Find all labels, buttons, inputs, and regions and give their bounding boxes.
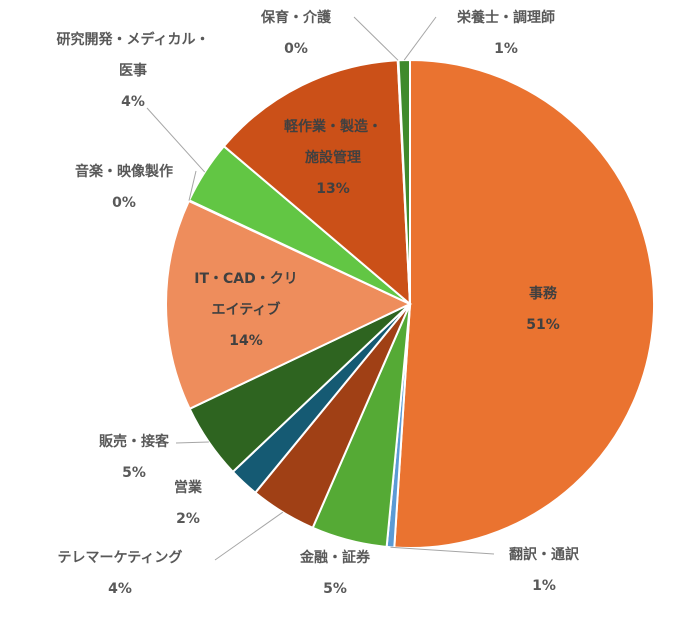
leader-lines [146, 16, 495, 561]
data-label-line: 営業 [174, 479, 203, 496]
data-label-line: 5% [323, 581, 347, 597]
data-label: テレマーケティング 4% [58, 549, 183, 597]
data-label: 栄養士・調理師 1% [456, 9, 555, 57]
leader-line [175, 441, 209, 444]
data-label-line: 金融・証券 [299, 549, 371, 566]
data-label: 保育・介護 0% [260, 9, 332, 57]
data-label-line: 翻訳・通訳 [509, 546, 580, 563]
data-label-line: 販売・接客 [99, 433, 170, 450]
pie-slice [222, 59, 412, 307]
data-label: 音楽・映像製作 0% [75, 163, 173, 211]
leader-line [390, 546, 495, 555]
data-label-line: 事務 [529, 285, 558, 302]
data-label: 翻訳・通訳 1% [509, 546, 580, 594]
pie-slice [393, 58, 656, 549]
data-label-line: 医事 [119, 62, 147, 79]
data-label-line: テレマーケティング [58, 549, 183, 566]
data-label: 販売・接客 5% [99, 433, 170, 481]
data-label-line: 0% [112, 195, 136, 211]
data-label-line: 保育・介護 [260, 9, 332, 26]
data-label: 研究開発・メディカル・医事 4% [56, 31, 209, 110]
leader-line [188, 170, 197, 201]
data-label: 事務 51% [526, 285, 560, 333]
data-label: 営業 2% [174, 479, 203, 527]
data-label-line: 1% [494, 41, 518, 57]
data-label: IT・CAD・クリエイティブ 14% [194, 271, 298, 349]
leader-line [403, 16, 437, 61]
data-label-line: 51% [526, 317, 560, 333]
data-label-line: 0% [284, 41, 308, 57]
data-label-line: 栄養士・調理師 [456, 9, 555, 26]
leader-line [146, 107, 206, 173]
leader-line [353, 16, 399, 61]
data-label: 軽作業・製造・施設管理 13% [284, 118, 382, 197]
data-label-line: 施設管理 [305, 149, 361, 166]
data-label-line: 5% [122, 465, 146, 481]
data-label-line: 13% [316, 181, 350, 197]
data-label-line: 2% [176, 511, 200, 527]
data-label-line: 14% [229, 333, 263, 349]
data-label-line: エイティブ [212, 301, 281, 318]
data-label-line: 4% [121, 94, 145, 110]
data-labels: 事務 51% 翻訳・通訳 1% 金融・証券 5% テレマーケティング 4% 営業 2% 販売・接客 5… [56, 9, 580, 597]
data-label-line: 軽作業・製造・ [284, 118, 382, 135]
data-label: 金融・証券 5% [299, 549, 371, 597]
data-label-line: 4% [108, 581, 132, 597]
data-label-line: 音楽・映像製作 [75, 163, 173, 180]
leader-line [214, 511, 284, 561]
data-label-line: 研究開発・メディカル・ [56, 31, 209, 48]
pie-slice [165, 199, 413, 411]
data-label-line: 1% [532, 578, 556, 594]
data-label-line: IT・CAD・クリ [194, 271, 298, 287]
